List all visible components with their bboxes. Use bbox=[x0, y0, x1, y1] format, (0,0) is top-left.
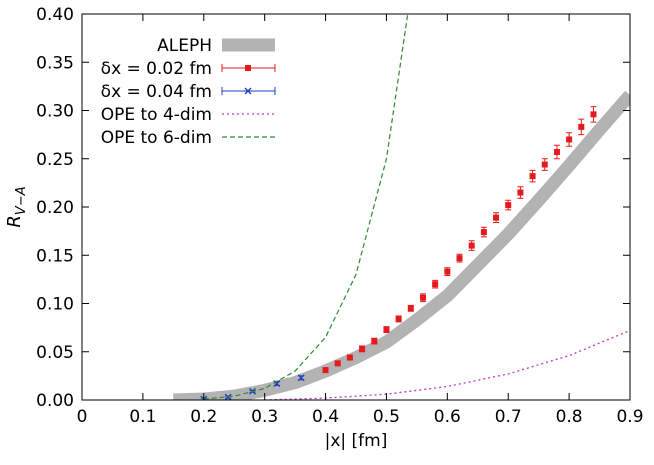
y-tick-label: 0.05 bbox=[36, 343, 74, 363]
point bbox=[578, 123, 585, 130]
x-tick-label: 0.1 bbox=[129, 407, 156, 427]
point bbox=[371, 338, 378, 345]
point bbox=[322, 367, 329, 374]
point bbox=[273, 380, 281, 388]
y-label-main: R bbox=[4, 215, 25, 228]
x-tick-label: 0.8 bbox=[556, 407, 583, 427]
x-tick-label: 0.2 bbox=[190, 407, 217, 427]
legend-label: OPE to 4-dim bbox=[101, 105, 212, 125]
x-tick-label: 0.5 bbox=[373, 407, 400, 427]
legend-label: δx = 0.04 fm bbox=[101, 82, 212, 102]
legend-label: ALEPH bbox=[157, 36, 212, 56]
y-tick-label: 0.35 bbox=[36, 53, 74, 73]
point bbox=[383, 326, 390, 333]
x-tick-label: 0.4 bbox=[312, 407, 339, 427]
point bbox=[346, 354, 353, 361]
legend-label: OPE to 6-dim bbox=[101, 128, 212, 148]
point bbox=[468, 242, 475, 249]
x-tick-label: 0.9 bbox=[616, 407, 643, 427]
series-line bbox=[173, 90, 630, 400]
legend-label: δx = 0.02 fm bbox=[101, 59, 212, 79]
point bbox=[480, 229, 487, 236]
y-tick-label: 0.00 bbox=[36, 391, 74, 411]
x-tick-label: 0.6 bbox=[434, 407, 461, 427]
point bbox=[297, 374, 305, 382]
point bbox=[517, 189, 524, 196]
point bbox=[566, 136, 573, 143]
point bbox=[432, 281, 439, 288]
point bbox=[590, 111, 597, 118]
point bbox=[334, 360, 341, 367]
y-axis-label: RV−A bbox=[4, 186, 29, 227]
point bbox=[553, 148, 560, 155]
x-tick-label: 0.3 bbox=[251, 407, 278, 427]
y-tick-label: 0.15 bbox=[36, 246, 74, 266]
x-tick-label: 0.7 bbox=[495, 407, 522, 427]
point bbox=[444, 268, 451, 275]
x-axis-label: |x| [fm] bbox=[325, 431, 388, 451]
y-tick-label: 0.25 bbox=[36, 150, 74, 170]
point bbox=[407, 305, 414, 312]
series-line bbox=[264, 329, 630, 400]
point bbox=[493, 214, 500, 221]
point bbox=[419, 294, 426, 301]
y-tick-label: 0.20 bbox=[36, 198, 74, 218]
legend-marker bbox=[244, 87, 252, 95]
legend-marker bbox=[245, 65, 251, 71]
x-tick-label: 0 bbox=[77, 407, 88, 427]
point bbox=[505, 202, 512, 209]
y-tick-label: 0.30 bbox=[36, 102, 74, 122]
series-line bbox=[203, 14, 409, 400]
point bbox=[395, 315, 402, 322]
point bbox=[529, 173, 536, 180]
y-tick-label: 0.40 bbox=[36, 5, 74, 25]
point bbox=[541, 161, 548, 168]
y-label-sub: V−A bbox=[14, 186, 29, 215]
plot-area bbox=[173, 14, 630, 400]
point bbox=[359, 345, 366, 352]
y-tick-label: 0.10 bbox=[36, 295, 74, 315]
point bbox=[456, 255, 463, 262]
